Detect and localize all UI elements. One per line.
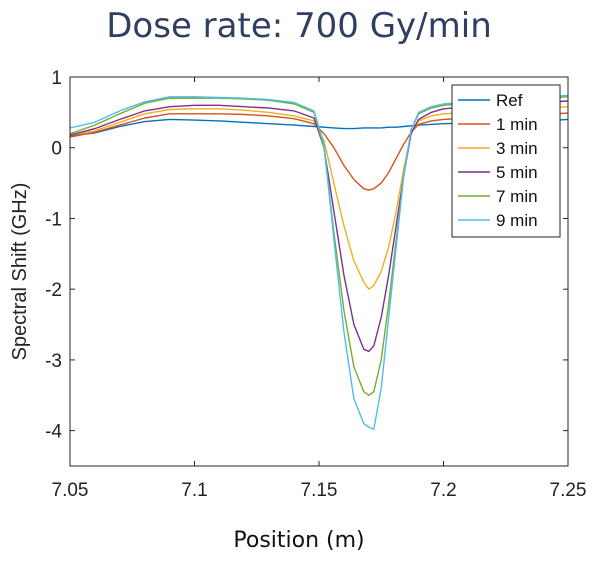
x-tick-label: 7.25 <box>550 480 587 501</box>
y-tick-label: -1 <box>45 209 62 230</box>
y-tick-label: -3 <box>45 351 62 372</box>
y-tick-label: -4 <box>45 422 62 443</box>
legend-label-0: Ref <box>496 91 523 110</box>
legend-label-1: 1 min <box>496 115 538 134</box>
y-tick-label: 1 <box>51 68 62 89</box>
legend-label-3: 5 min <box>496 163 538 182</box>
legend: Ref 1 min 3 min 5 min 7 min 9 min <box>451 84 561 238</box>
x-tick-label: 7.05 <box>52 480 89 501</box>
x-tick-label: 7.2 <box>430 480 456 501</box>
legend-label-2: 3 min <box>496 139 538 158</box>
series-line-1 <box>69 112 569 191</box>
series-line-3 <box>69 100 569 353</box>
legend-box <box>451 84 561 238</box>
legend-label-5: 9 min <box>496 211 538 230</box>
x-axis-label: Position (m) <box>233 528 365 553</box>
y-axis-label: Spectral Shift (GHz) <box>9 183 31 361</box>
series-line-2 <box>69 106 569 290</box>
series-line-0 <box>69 118 569 137</box>
x-tick-label: 7.15 <box>301 480 338 501</box>
chart-title: Dose rate: 700 Gy/min <box>106 6 492 46</box>
y-tick-label: -2 <box>45 280 62 301</box>
series-line-4 <box>69 96 569 396</box>
series-line-5 <box>69 94 569 430</box>
y-tick-label: 0 <box>51 139 62 160</box>
series-layer <box>69 94 569 430</box>
legend-label-4: 7 min <box>496 187 538 206</box>
x-tick-label: 7.1 <box>181 480 207 501</box>
ticks-layer: 7.05 7.1 7.15 7.2 7.25 1 0 -1 -2 -3 -4 <box>45 68 586 501</box>
